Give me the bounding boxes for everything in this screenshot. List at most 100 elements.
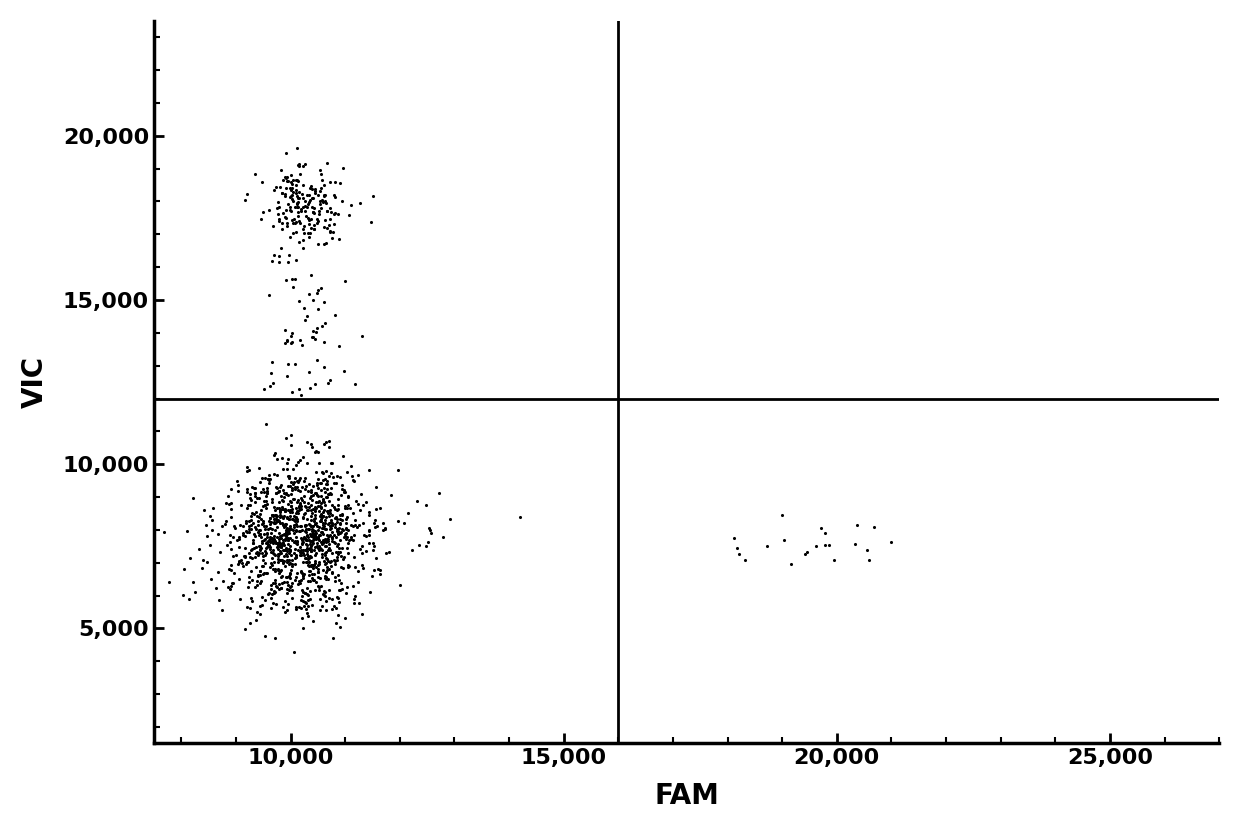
Point	[293, 536, 312, 549]
Point	[322, 531, 342, 544]
Point	[295, 556, 315, 569]
Point	[244, 581, 264, 594]
Point	[315, 586, 335, 599]
Point	[255, 471, 275, 484]
Point	[305, 509, 325, 522]
Point	[278, 170, 298, 184]
Point	[348, 469, 368, 482]
Point	[301, 510, 321, 524]
Point	[268, 202, 288, 215]
Point	[295, 531, 315, 544]
Point	[325, 511, 345, 524]
Point	[281, 558, 301, 571]
Point	[273, 173, 293, 186]
Point	[311, 579, 331, 593]
Point	[281, 577, 301, 590]
Point	[298, 504, 317, 517]
Point	[310, 499, 330, 513]
Point	[269, 212, 289, 225]
Point	[317, 504, 337, 517]
Point	[296, 529, 316, 542]
Point	[265, 579, 285, 593]
Point	[280, 521, 300, 534]
Point	[311, 509, 331, 522]
Point	[335, 274, 355, 288]
Point	[289, 501, 309, 514]
Point	[298, 574, 317, 588]
Point	[272, 563, 291, 577]
Point	[277, 511, 296, 524]
Point	[314, 238, 334, 251]
Point	[367, 519, 387, 533]
Point	[334, 161, 353, 175]
Point	[260, 543, 280, 556]
Point	[304, 219, 324, 232]
Point	[264, 584, 284, 597]
Point	[300, 182, 320, 195]
Point	[286, 506, 306, 519]
Point	[298, 600, 317, 613]
Point	[301, 519, 321, 533]
Point	[273, 556, 293, 569]
Point	[305, 529, 325, 542]
Point	[374, 522, 394, 535]
Point	[269, 200, 289, 214]
Point	[237, 558, 257, 571]
Point	[290, 524, 310, 538]
Point	[388, 463, 408, 476]
Point	[304, 479, 324, 493]
Point	[331, 488, 351, 501]
Point	[325, 207, 345, 220]
Point	[295, 596, 315, 609]
Point	[293, 612, 312, 625]
Point	[260, 535, 280, 548]
Point	[320, 507, 340, 520]
Point	[288, 495, 308, 509]
Point	[303, 534, 322, 547]
Point	[303, 488, 322, 501]
Point	[758, 539, 777, 553]
Point	[289, 294, 309, 307]
Point	[309, 283, 329, 297]
Point	[229, 533, 249, 546]
Point	[300, 559, 320, 573]
Point	[281, 327, 301, 340]
Point	[337, 489, 357, 503]
Point	[280, 494, 300, 508]
Point	[314, 189, 334, 202]
Point	[290, 519, 310, 533]
Point	[303, 562, 322, 575]
Point	[305, 514, 325, 527]
Point	[293, 159, 312, 172]
Point	[242, 480, 262, 494]
Y-axis label: VIC: VIC	[21, 356, 48, 408]
Point	[289, 504, 309, 517]
Point	[345, 560, 365, 573]
Point	[366, 480, 386, 494]
Point	[314, 563, 334, 577]
Point	[327, 568, 347, 581]
Point	[311, 502, 331, 515]
Point	[315, 572, 335, 585]
Point	[275, 504, 295, 517]
Point	[263, 219, 283, 233]
Point	[295, 519, 315, 533]
Point	[360, 537, 379, 550]
Point	[273, 555, 293, 568]
Point	[281, 495, 301, 509]
Point	[231, 592, 250, 605]
Point	[298, 534, 317, 547]
Point	[259, 204, 279, 217]
Point	[315, 316, 335, 329]
Point	[259, 514, 279, 528]
Point	[300, 593, 320, 606]
Point	[301, 182, 321, 195]
Point	[269, 501, 289, 514]
Point	[321, 559, 341, 573]
Point	[242, 506, 262, 519]
Point	[310, 593, 330, 606]
Point	[246, 529, 265, 543]
Point	[278, 198, 298, 211]
Point	[238, 581, 258, 594]
Point	[247, 546, 267, 559]
